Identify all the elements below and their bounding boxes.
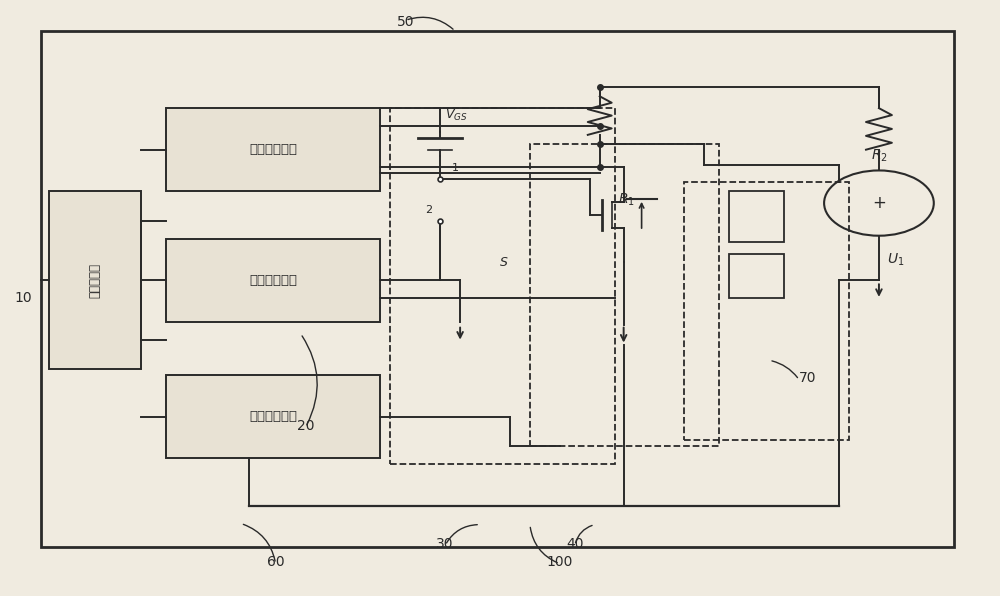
Text: 第二采样模块: 第二采样模块: [249, 410, 297, 423]
FancyBboxPatch shape: [166, 375, 380, 458]
FancyBboxPatch shape: [729, 253, 784, 298]
Text: $U_1$: $U_1$: [887, 252, 904, 268]
Text: 70: 70: [799, 371, 817, 385]
FancyBboxPatch shape: [729, 191, 784, 241]
Text: $V_{GS}$: $V_{GS}$: [445, 108, 468, 123]
Text: 10: 10: [15, 291, 32, 305]
Text: 开关控制模块: 开关控制模块: [249, 274, 297, 287]
Text: +: +: [872, 194, 886, 212]
Text: 50: 50: [397, 15, 414, 29]
FancyBboxPatch shape: [166, 238, 380, 322]
Text: 100: 100: [547, 555, 573, 569]
Text: 20: 20: [297, 418, 314, 433]
Text: 总控制模块: 总控制模块: [89, 263, 102, 298]
Text: 2: 2: [425, 205, 432, 215]
Text: $R_1$: $R_1$: [618, 192, 635, 209]
Text: 60: 60: [267, 555, 284, 569]
Text: 1: 1: [452, 163, 459, 173]
FancyBboxPatch shape: [166, 108, 380, 191]
FancyBboxPatch shape: [41, 31, 954, 547]
Text: $R_2$: $R_2$: [871, 147, 888, 164]
FancyBboxPatch shape: [49, 191, 141, 369]
Text: 第一采样模块: 第一采样模块: [249, 143, 297, 156]
Text: 30: 30: [436, 537, 454, 551]
Text: 40: 40: [566, 537, 584, 551]
Text: S: S: [500, 256, 508, 269]
